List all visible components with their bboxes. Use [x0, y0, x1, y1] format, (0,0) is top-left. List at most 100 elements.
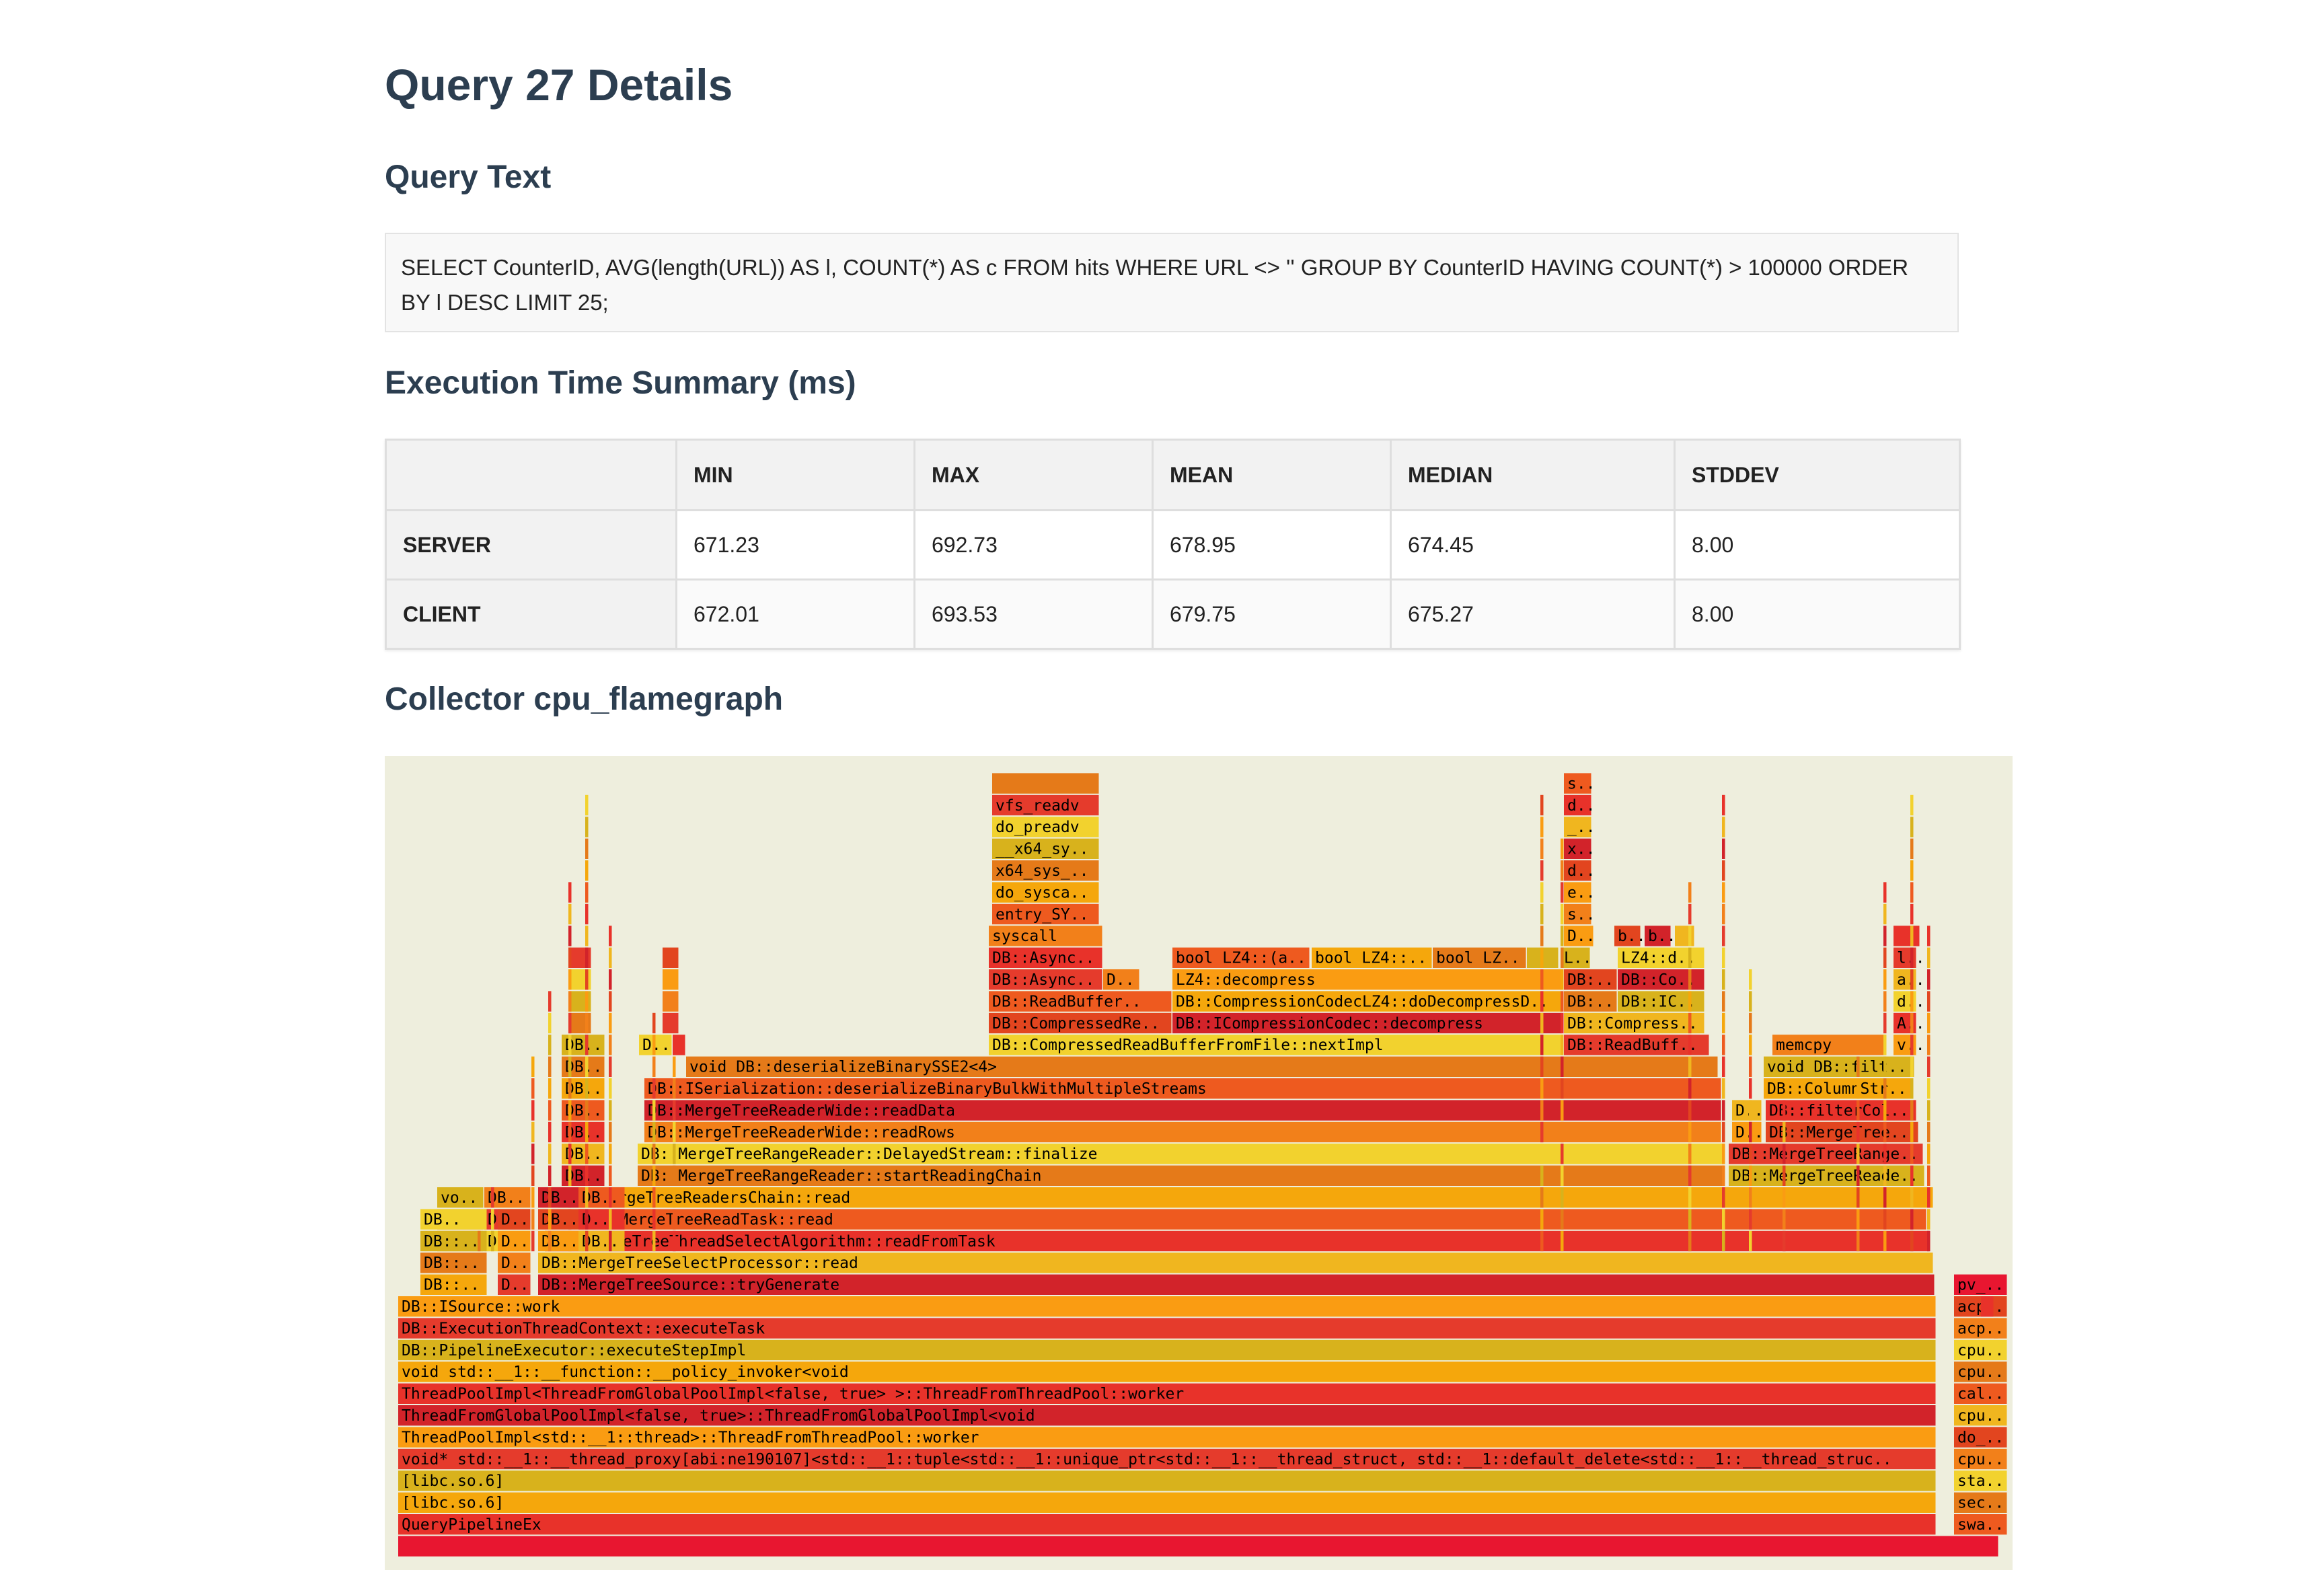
- flame-frame[interactable]: [568, 1078, 572, 1099]
- flame-frame[interactable]: [1857, 1209, 1860, 1230]
- flame-frame[interactable]: [1561, 1056, 1564, 1077]
- flame-frame[interactable]: [585, 1056, 589, 1077]
- flame-frame[interactable]: [1927, 926, 1931, 946]
- flame-frame[interactable]: [1722, 1230, 1725, 1252]
- flame-frame[interactable]: [609, 926, 612, 946]
- flame-frame[interactable]: [1722, 1035, 1725, 1055]
- flame-frame[interactable]: [1910, 903, 1914, 925]
- flame-frame[interactable]: [585, 1165, 589, 1186]
- flame-frame[interactable]: [1883, 947, 1887, 968]
- flame-frame[interactable]: [1910, 1056, 1914, 1077]
- flame-frame[interactable]: [1910, 817, 1914, 837]
- flame-frame[interactable]: [1172, 947, 1310, 968]
- flame-frame[interactable]: [398, 1296, 1936, 1317]
- flame-frame[interactable]: [989, 991, 1172, 1012]
- flame-frame[interactable]: [1561, 991, 1564, 1012]
- flame-frame[interactable]: [585, 991, 589, 1012]
- flame-frame[interactable]: [652, 1100, 656, 1121]
- flame-frame[interactable]: [585, 947, 589, 968]
- flame-frame[interactable]: [1564, 1012, 1704, 1034]
- flame-frame[interactable]: [585, 969, 589, 990]
- flame-frame[interactable]: [1883, 991, 1887, 1012]
- flame-frame[interactable]: [1540, 1209, 1544, 1230]
- flame-frame[interactable]: [1910, 1230, 1914, 1252]
- flame-frame[interactable]: [1540, 1100, 1544, 1121]
- flame-frame[interactable]: [1783, 1144, 1786, 1164]
- flame-frame[interactable]: [1561, 838, 1564, 859]
- flame-frame[interactable]: [585, 1100, 589, 1121]
- flame-frame[interactable]: [1722, 794, 1725, 816]
- flame-frame[interactable]: [398, 1427, 1936, 1448]
- flame-frame[interactable]: [1749, 1187, 1752, 1208]
- flame-frame[interactable]: [1927, 947, 1931, 968]
- flame-frame[interactable]: [1688, 1144, 1692, 1164]
- flame-frame[interactable]: [1927, 1165, 1931, 1186]
- flame-frame[interactable]: [1732, 1100, 1762, 1121]
- flame-frame[interactable]: [1564, 794, 1591, 816]
- flame-frame[interactable]: [585, 1144, 589, 1164]
- flame-frame[interactable]: [1883, 1230, 1887, 1252]
- flame-frame[interactable]: [1688, 1078, 1692, 1099]
- flame-frame[interactable]: [1749, 1209, 1752, 1230]
- flame-frame[interactable]: [1540, 1012, 1544, 1034]
- flame-frame[interactable]: [1561, 1121, 1564, 1143]
- flame-frame[interactable]: [548, 1078, 552, 1099]
- flame-frame[interactable]: [1540, 1078, 1544, 1099]
- flame-frame[interactable]: [491, 1187, 494, 1208]
- flame-frame[interactable]: [1540, 947, 1544, 968]
- flame-frame[interactable]: [1722, 903, 1725, 925]
- flame-frame[interactable]: [578, 1209, 1926, 1230]
- flame-frame[interactable]: [1981, 1296, 1994, 1317]
- flame-frame[interactable]: [568, 1209, 572, 1230]
- flame-frame[interactable]: [609, 1209, 612, 1230]
- flame-frame[interactable]: [673, 1209, 676, 1230]
- flame-frame[interactable]: [1883, 882, 1887, 903]
- flame-frame[interactable]: [1540, 1187, 1544, 1208]
- flame-frame[interactable]: [1561, 860, 1564, 881]
- flame-frame[interactable]: [1564, 969, 1617, 990]
- flame-frame[interactable]: [989, 1035, 1563, 1055]
- flame-frame[interactable]: [1540, 1144, 1544, 1164]
- flame-frame[interactable]: [548, 1056, 552, 1077]
- flame-frame[interactable]: [478, 1230, 481, 1252]
- flame-frame[interactable]: [609, 1165, 612, 1186]
- flame-frame[interactable]: [1910, 1121, 1914, 1143]
- flame-frame[interactable]: [558, 1187, 1933, 1208]
- flame-frame[interactable]: [652, 1230, 656, 1252]
- flame-frame[interactable]: [548, 1209, 552, 1230]
- flame-frame[interactable]: [1883, 1035, 1887, 1055]
- flame-frame[interactable]: [585, 1230, 589, 1252]
- flame-frame[interactable]: [1749, 1078, 1752, 1099]
- flame-frame[interactable]: [1954, 1492, 2007, 1513]
- flame-frame[interactable]: [531, 1121, 535, 1143]
- flame-frame[interactable]: [673, 1121, 676, 1143]
- flame-frame[interactable]: [1688, 1100, 1692, 1121]
- flame-frame[interactable]: [652, 1187, 656, 1208]
- flame-frame[interactable]: [673, 1035, 685, 1055]
- flame-frame[interactable]: [609, 1035, 612, 1055]
- flame-frame[interactable]: [1614, 926, 1641, 946]
- flame-frame[interactable]: [1857, 1121, 1860, 1143]
- flame-frame[interactable]: [398, 1339, 1936, 1361]
- flame-frame[interactable]: [398, 1318, 1936, 1339]
- flame-frame[interactable]: [1561, 947, 1590, 968]
- flame-frame[interactable]: [1561, 882, 1564, 903]
- flame-frame[interactable]: [568, 969, 572, 990]
- flame-frame[interactable]: [673, 1078, 676, 1099]
- flame-frame[interactable]: [652, 1035, 656, 1055]
- flame-frame[interactable]: [1172, 991, 1562, 1012]
- flame-frame[interactable]: [548, 991, 552, 1012]
- flame-frame[interactable]: [1540, 882, 1544, 903]
- flame-frame[interactable]: [609, 1078, 612, 1099]
- flame-frame[interactable]: [420, 1209, 487, 1230]
- flame-frame[interactable]: [1688, 1165, 1692, 1186]
- flame-frame[interactable]: [585, 926, 589, 946]
- flame-frame[interactable]: [1910, 1100, 1914, 1121]
- flame-frame[interactable]: [1927, 1144, 1931, 1164]
- flame-frame[interactable]: [1910, 1078, 1914, 1099]
- flame-frame[interactable]: [1729, 1165, 1924, 1186]
- flame-frame[interactable]: [1722, 1078, 1725, 1099]
- flame-frame[interactable]: [1927, 969, 1931, 990]
- flame-frame[interactable]: [1954, 1448, 2007, 1470]
- flame-frame[interactable]: [673, 1056, 676, 1077]
